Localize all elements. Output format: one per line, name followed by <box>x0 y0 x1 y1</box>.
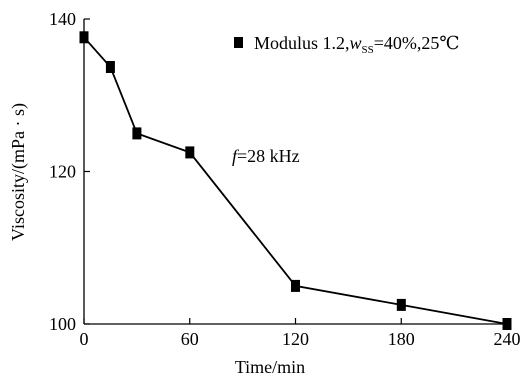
legend-prefix: Modulus 1.2, <box>254 33 350 53</box>
ticks: 0 60 120 180 240 100 120 140 <box>49 9 521 349</box>
x-tick-label: 60 <box>181 329 199 349</box>
y-tick-label: 120 <box>49 162 76 182</box>
data-point <box>502 318 512 330</box>
axes <box>83 19 507 325</box>
y-tick-label: 140 <box>49 9 76 29</box>
y-axis-label: Viscosity/(mPa · s) <box>8 103 29 241</box>
legend-marker <box>234 37 243 48</box>
x-tick-label: 240 <box>494 329 521 349</box>
data-point <box>132 127 142 140</box>
x-axis-label: Time/min <box>235 357 305 376</box>
data-point <box>105 61 115 73</box>
legend-text: Modulus 1.2,wSS=40%,25℃ <box>254 33 460 56</box>
legend-sub: SS <box>362 44 374 56</box>
data-point <box>291 279 300 292</box>
annotation-rest: =28 kHz <box>237 146 300 166</box>
legend: Modulus 1.2,wSS=40%,25℃ <box>234 33 460 56</box>
annotation-f: f <box>232 146 240 166</box>
frequency-annotation: f=28 kHz <box>232 146 300 166</box>
y-tick-label: 100 <box>49 314 76 334</box>
series <box>79 31 512 330</box>
x-tick-label: 120 <box>282 329 309 349</box>
legend-w: w <box>350 33 362 53</box>
data-point <box>79 31 89 44</box>
legend-suffix: =40%,25℃ <box>374 33 460 53</box>
data-point <box>185 146 195 159</box>
x-tick-label: 0 <box>80 329 89 349</box>
x-tick-label: 180 <box>388 329 415 349</box>
data-point <box>396 298 406 311</box>
